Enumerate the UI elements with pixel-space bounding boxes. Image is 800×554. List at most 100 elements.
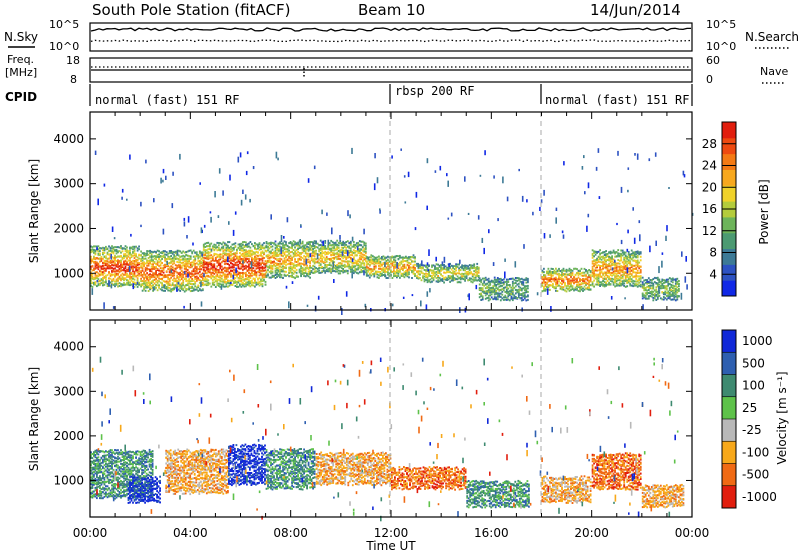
velocity-colorbar-swatch (722, 396, 736, 420)
freq-label-1: Freq. (7, 53, 34, 66)
power-echo-region-6 (365, 254, 416, 279)
velocity-echo-region-8 (466, 479, 530, 509)
power-echo-region-8 (478, 276, 529, 302)
power-colorbar-label: Power [dB] (757, 179, 771, 244)
velocity-echo-region-7 (391, 466, 467, 491)
power-colorbar-swatch (722, 216, 736, 234)
velocity-colorbar-label: -1000 (742, 490, 777, 504)
power-colorbar-swatch (722, 185, 736, 202)
ytick-label: 1000 (53, 473, 84, 487)
velocity-colorbar-swatch (722, 374, 736, 398)
freq-label-2: [MHz] (5, 66, 37, 79)
ytick-label: 4000 (53, 340, 84, 354)
beam-label: Beam 10 (358, 1, 425, 19)
time-axis-label: Time UT (365, 539, 416, 553)
noise-panel: N.Sky 10^5 10^0 10^5 10^0 N.Search (4, 18, 799, 53)
power-colorbar-label: 28 (702, 137, 717, 151)
velocity-colorbar-label: 25 (742, 401, 757, 415)
noise-search-label: N.Search (745, 30, 799, 44)
xtick-label: 12:00 (374, 526, 409, 540)
power-panel: 1000 2000 3000 4000 Slant Range [km] 4 8 12 16… (27, 111, 771, 315)
noise-right-tick-bottom: 10^0 (706, 40, 736, 53)
velocity-echo-region-9 (541, 475, 592, 504)
power-echo-region-1 (90, 245, 140, 288)
ytick-label: 4000 (53, 132, 84, 146)
velocity-echo-region-6 (315, 451, 392, 487)
power-colorbar-label: 12 (702, 224, 717, 238)
power-colorbar-swatch (722, 264, 736, 281)
velocity-colorbar-swatch (722, 419, 736, 442)
velocity-ylabel: Slant Range [km] (27, 367, 41, 471)
noise-sky-label: N.Sky (4, 30, 38, 44)
ytick-label: 1000 (53, 266, 84, 280)
velocity-panel: 1000 2000 3000 4000 Slant Range [km] 1000 50… (27, 319, 789, 553)
cpid-row: CPID normal (fast) 151 RF rbsp 200 RF no… (5, 84, 693, 107)
velocity-colorbar-label: -25 (742, 423, 762, 437)
power-echo-region-9 (541, 267, 592, 293)
velocity-echo-region-2 (127, 475, 161, 504)
freq-left-tick-top: 18 (66, 54, 80, 67)
velocity-colorbar-swatch (722, 463, 736, 487)
power-colorbar: 4 8 12 16 20 24 28 (702, 121, 737, 297)
power-scattered-echoes (91, 147, 694, 315)
frequency-panel: Freq. [MHz] 18 8 60 0 Nave (5, 53, 788, 86)
freq-right-tick-bottom: 0 (706, 73, 713, 86)
noise-search-trace (90, 39, 692, 43)
velocity-colorbar: 1000 500 100 25 -25 -100 -500 -1000 (721, 329, 777, 509)
velocity-echo-region-5 (265, 448, 316, 491)
velocity-colorbar-label: Velocity [m s⁻¹] (775, 371, 789, 464)
power-colorbar-label: 4 (709, 267, 717, 281)
velocity-echo-region-10 (591, 452, 642, 491)
ytick-label: 2000 (53, 221, 84, 235)
xtick-label: 00:00 (675, 526, 710, 540)
velocity-colorbar-label: 500 (742, 356, 765, 370)
power-echo-region-11 (641, 276, 680, 302)
noise-left-tick-top: 10^5 (49, 18, 79, 31)
power-echo-region-10 (591, 249, 642, 288)
nave-label: Nave (760, 65, 788, 78)
power-echo-region-7 (416, 262, 480, 284)
noise-sky-trace (90, 27, 691, 32)
noise-right-tick-top: 10^5 (706, 18, 736, 31)
power-colorbar-swatch (722, 248, 736, 265)
velocity-colorbar-label: -500 (742, 468, 769, 482)
velocity-colorbar-swatch (722, 352, 736, 375)
cpid-label: CPID (5, 90, 37, 104)
freq-right-tick-top: 60 (706, 54, 720, 67)
velocity-colorbar-label: -100 (742, 445, 769, 459)
velocity-colorbar-swatch (722, 330, 736, 353)
power-colorbar-swatch (722, 153, 736, 170)
noise-left-tick-bottom: 10^0 (49, 40, 79, 53)
freq-left-tick-bottom: 8 (70, 73, 77, 86)
velocity-colorbar-swatch (722, 485, 736, 509)
power-colorbar-label: 20 (702, 180, 717, 194)
power-colorbar-swatch (722, 280, 736, 297)
power-colorbar-swatch (722, 137, 736, 155)
power-colorbar-swatch (722, 169, 736, 186)
power-colorbar-label: 8 (709, 246, 717, 260)
xtick-label: 04:00 (173, 526, 208, 540)
power-echo-region-2 (140, 249, 204, 293)
ytick-label: 2000 (53, 429, 84, 443)
ytick-label: 3000 (53, 177, 84, 191)
power-colorbar-swatch (722, 122, 736, 139)
power-echo-region-5 (310, 239, 367, 275)
xtick-label: 20:00 (574, 526, 609, 540)
power-data (90, 147, 694, 315)
power-echo-region-4 (265, 240, 311, 280)
power-ylabel: Slant Range [km] (27, 159, 41, 263)
cpid-segment-3: normal (fast) 151 RF (545, 93, 690, 107)
velocity-colorbar-label: 1000 (742, 334, 773, 348)
velocity-colorbar-label: 100 (742, 379, 765, 393)
xtick-label: 00:00 (73, 526, 108, 540)
velocity-echo-region-3 (165, 448, 229, 496)
power-colorbar-label: 24 (702, 159, 717, 173)
station-title: South Pole Station (fitACF) (92, 1, 290, 19)
power-echo-region-3 (202, 241, 267, 288)
date-label: 14/Jun/2014 (590, 1, 681, 19)
xtick-label: 08:00 (273, 526, 308, 540)
power-colorbar-label: 16 (702, 202, 717, 216)
velocity-data (90, 356, 685, 522)
velocity-colorbar-swatch (722, 441, 736, 464)
